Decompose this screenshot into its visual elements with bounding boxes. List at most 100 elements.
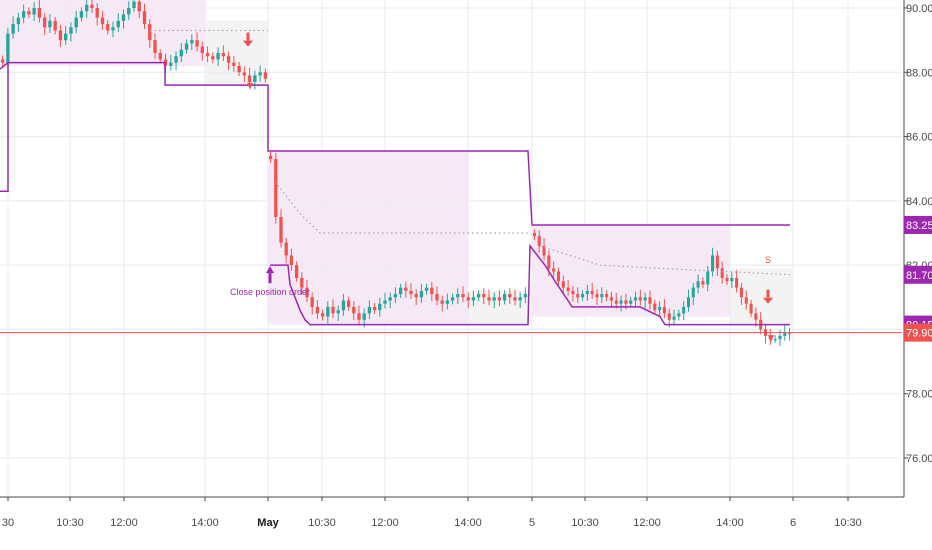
session-3-candle (638, 297, 642, 301)
session-2-candle (346, 300, 351, 307)
session-1-candle (232, 62, 236, 66)
trailing-stop-line-3 (539, 245, 793, 276)
session-1-candle (195, 40, 199, 47)
session-2-candle (487, 297, 491, 301)
session-3-candle (547, 255, 551, 269)
x-tick-label: 12:00 (110, 517, 138, 529)
session-3-candle (629, 300, 633, 304)
session-2-candle (393, 294, 398, 298)
session-2-candle (414, 294, 418, 298)
session-3-candle (576, 294, 580, 298)
session-2-candle (471, 297, 476, 301)
session-3-candle (556, 271, 561, 282)
session-3-candle (701, 281, 705, 285)
session-2-candle (268, 155, 273, 160)
x-tick-label: 14:00 (191, 517, 219, 529)
close-position-order-label: Close position order (230, 287, 310, 297)
session-3-candle (633, 297, 638, 301)
session-1-candle (190, 40, 194, 44)
y-tick-label: 86.00 (906, 132, 932, 144)
session-2-candle (445, 300, 450, 304)
session-3-candle (735, 278, 739, 288)
session-2-candle (378, 303, 382, 311)
upper-band-line (0, 61, 790, 226)
session-1-candle (106, 24, 110, 31)
session-1-candle (158, 53, 162, 60)
session-1-candle (153, 40, 157, 53)
session-3-candle (744, 297, 748, 304)
candles-layer (0, 0, 792, 346)
session-3-candle (778, 335, 782, 340)
session-3-candle (720, 268, 724, 278)
session-1-candle (90, 4, 94, 8)
session-2-candle (450, 297, 455, 301)
lower-band-line (270, 243, 790, 326)
session-2-candle (331, 306, 335, 314)
exit-arrow-icon (247, 82, 253, 90)
session-1-candle (263, 72, 268, 79)
session-3-candle (662, 306, 666, 314)
session-3-candle (619, 300, 623, 304)
price-tag-label: 81.70 (906, 270, 932, 282)
session-3-candle (566, 287, 570, 291)
session-2-candle (305, 287, 309, 298)
session-3-candle (691, 287, 695, 298)
session-2-candle (456, 294, 460, 298)
session-2-candle (362, 313, 366, 320)
session-1-candle (16, 17, 21, 25)
session-3-candle (590, 290, 594, 295)
session-3-candle (552, 268, 556, 272)
x-tick-label: 14:00 (454, 517, 482, 529)
session-2-candle (320, 313, 325, 317)
session-1-candle (6, 33, 10, 63)
session-3-candle (571, 290, 575, 295)
session-1-candle (247, 75, 252, 82)
session-2-candle (513, 297, 517, 301)
session-1-candle (85, 4, 89, 12)
session-1-candle (242, 72, 247, 76)
session-3-candle (773, 339, 777, 341)
session-2-candle (388, 297, 392, 301)
session-2-candle (367, 306, 372, 314)
session-1-candle (116, 20, 120, 28)
session-1-candle (169, 62, 173, 66)
session-3-candle (532, 233, 536, 237)
session-3-candle (749, 303, 753, 314)
session-3-candle (783, 332, 787, 336)
x-tick-label: 30 (2, 517, 14, 529)
y-tick-label: 88.00 (906, 67, 932, 79)
x-tick-label: 10:30 (56, 517, 84, 529)
session-2-candle (341, 300, 346, 311)
session-1-candle (174, 56, 178, 63)
session-1-candle (79, 11, 84, 18)
session-3-candle (600, 294, 604, 298)
x-tick-label: 6 (790, 517, 796, 529)
x-tick-label: 10:30 (308, 517, 336, 529)
session-3-candle (706, 271, 710, 285)
exit-arrow-icon (768, 335, 774, 343)
x-tick-label: 12:00 (633, 517, 661, 529)
sell-signal-arrow-icon (763, 297, 773, 304)
session-2-candle (440, 300, 444, 304)
sell-signal-label: S (765, 255, 771, 265)
session-1-candle (226, 56, 231, 63)
session-2-candle (383, 300, 387, 304)
session-1-candle (137, 1, 141, 12)
session-1-candle (111, 27, 115, 31)
session-1-candle (27, 11, 31, 15)
session-2-candle (404, 287, 408, 291)
session-2-candle (357, 313, 361, 320)
session-1-candle (48, 20, 52, 28)
price-tag-83-25 (904, 215, 932, 234)
x-tick-label: 5 (529, 517, 535, 529)
price-tag-79-90 (904, 323, 932, 342)
session-2-candle (419, 290, 424, 298)
price-tag-81-70 (904, 265, 932, 284)
axes-layer: 90.0088.0086.0084.0082.0080.0078.0076.00… (0, 0, 932, 529)
session-2-candle (435, 294, 439, 301)
session-2-candle (289, 255, 294, 266)
session-3-candle (585, 290, 589, 295)
session-3-candle (739, 287, 743, 298)
